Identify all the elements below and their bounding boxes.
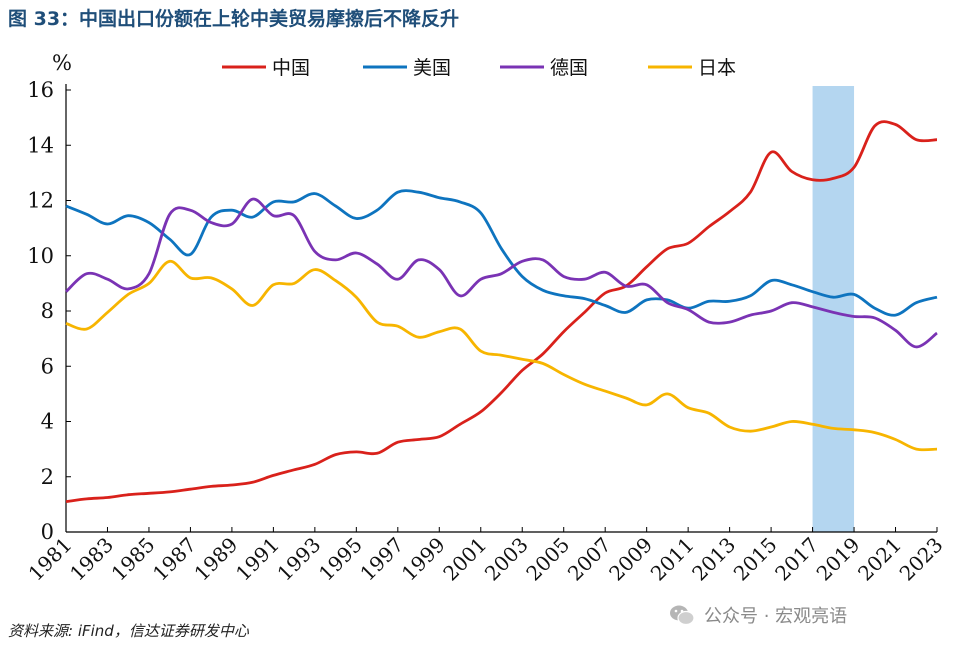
x-tick-label: 1995 bbox=[314, 533, 367, 586]
x-tick-label: 2009 bbox=[604, 533, 657, 586]
x-tick-label: 2003 bbox=[480, 533, 533, 586]
x-tick-label: 1985 bbox=[107, 533, 160, 586]
x-tick-label: 1991 bbox=[231, 533, 284, 586]
y-tick-label: 8 bbox=[41, 299, 54, 323]
x-tick-label: 2023 bbox=[895, 533, 948, 586]
y-tick-label: 10 bbox=[27, 244, 54, 268]
x-tick-label: 2017 bbox=[770, 533, 823, 586]
x-tick-label: 2013 bbox=[687, 533, 740, 586]
legend-label-1: 美国 bbox=[413, 57, 451, 79]
x-tick-label: 2005 bbox=[521, 533, 574, 586]
x-tick-label: 2007 bbox=[563, 533, 616, 586]
x-tick-label: 1997 bbox=[355, 533, 408, 586]
chart-title: 图 33：中国出口份额在上轮中美贸易摩擦后不降反升 bbox=[8, 8, 460, 30]
x-tick-label: 1983 bbox=[65, 533, 118, 586]
y-axis-label: % bbox=[52, 51, 72, 75]
x-tick-label: 2019 bbox=[812, 533, 865, 586]
x-tick-label: 1989 bbox=[189, 533, 242, 586]
y-tick-label: 4 bbox=[41, 410, 54, 434]
x-tick-label: 1987 bbox=[148, 533, 201, 586]
legend-label-3: 日本 bbox=[698, 57, 736, 79]
wechat-icon bbox=[670, 605, 695, 626]
x-tick-label: 2001 bbox=[438, 533, 491, 586]
series-line-0 bbox=[65, 120, 938, 503]
x-tick-label: 2021 bbox=[853, 533, 906, 586]
source-note: 资料来源: iFind，信达证券研发中心 bbox=[8, 622, 249, 640]
legend-label-0: 中国 bbox=[272, 57, 310, 79]
y-tick-label: 0 bbox=[41, 520, 54, 544]
y-tick-label: 16 bbox=[27, 78, 54, 102]
series-line-2 bbox=[65, 197, 938, 349]
y-tick-label: 6 bbox=[41, 354, 54, 378]
y-tick-label: 2 bbox=[41, 465, 54, 489]
watermark: 公众号 · 宏观亮语 bbox=[668, 600, 847, 630]
x-tick-label: 1993 bbox=[272, 533, 325, 586]
watermark-text: 公众号 · 宏观亮语 bbox=[704, 606, 848, 627]
series-line-3 bbox=[65, 259, 938, 452]
legend-label-2: 德国 bbox=[550, 57, 588, 79]
x-tick-label: 2011 bbox=[646, 533, 699, 586]
x-tick-label: 1999 bbox=[397, 533, 450, 586]
y-tick-label: 14 bbox=[27, 133, 54, 157]
series-line-1 bbox=[65, 189, 938, 317]
x-tick-label: 2015 bbox=[729, 533, 782, 586]
y-tick-label: 12 bbox=[27, 189, 54, 213]
